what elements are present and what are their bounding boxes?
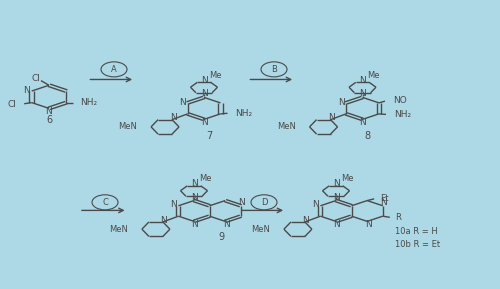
Text: R: R <box>395 213 400 223</box>
Text: N: N <box>328 113 335 123</box>
Text: N: N <box>332 193 340 202</box>
Text: N: N <box>179 97 186 107</box>
Text: 9: 9 <box>218 232 224 242</box>
Text: N: N <box>200 75 207 85</box>
Text: 8: 8 <box>364 131 370 141</box>
Text: Cl: Cl <box>8 99 16 109</box>
Text: MeN: MeN <box>118 122 137 131</box>
Text: 10a R = H: 10a R = H <box>395 227 438 236</box>
Text: N: N <box>312 200 319 210</box>
Text: N: N <box>359 118 366 127</box>
Text: N: N <box>170 113 176 123</box>
Text: N: N <box>365 220 372 229</box>
Text: N: N <box>359 89 366 99</box>
Text: D: D <box>261 198 267 207</box>
Text: A: A <box>111 65 117 74</box>
Text: Me: Me <box>368 71 380 80</box>
Circle shape <box>261 62 287 77</box>
Text: N: N <box>338 97 344 107</box>
Text: 10b R = Et: 10b R = Et <box>395 240 440 249</box>
Text: N: N <box>46 107 52 116</box>
Text: N: N <box>190 220 198 229</box>
Text: N: N <box>200 89 207 99</box>
Text: N: N <box>160 216 168 225</box>
Text: NH₂: NH₂ <box>80 98 98 107</box>
Text: N: N <box>332 179 340 188</box>
Circle shape <box>251 195 277 210</box>
Text: N: N <box>170 200 177 210</box>
Text: N: N <box>223 220 230 229</box>
Text: N: N <box>190 179 198 188</box>
Text: Et: Et <box>380 194 388 203</box>
Text: Me: Me <box>209 71 222 80</box>
Text: N: N <box>238 198 245 208</box>
Text: N: N <box>24 86 30 95</box>
Circle shape <box>101 62 127 77</box>
Text: N: N <box>302 216 310 225</box>
Text: MeN: MeN <box>109 225 128 234</box>
Text: N: N <box>200 118 207 127</box>
Text: Me: Me <box>341 174 353 184</box>
Text: NH₂: NH₂ <box>236 109 252 118</box>
Text: 7: 7 <box>206 131 212 141</box>
Text: Cl: Cl <box>32 74 40 84</box>
Text: N: N <box>359 75 366 85</box>
Text: MeN: MeN <box>251 225 270 234</box>
Text: Me: Me <box>199 174 211 184</box>
Text: N: N <box>380 198 387 208</box>
Text: N: N <box>190 193 198 202</box>
Text: 6: 6 <box>46 115 52 125</box>
Text: NO: NO <box>393 96 406 105</box>
Text: B: B <box>271 65 277 74</box>
Text: N: N <box>332 220 340 229</box>
Text: MeN: MeN <box>276 122 295 131</box>
Circle shape <box>92 195 118 210</box>
Text: NH₂: NH₂ <box>394 110 411 119</box>
Text: C: C <box>102 198 108 207</box>
